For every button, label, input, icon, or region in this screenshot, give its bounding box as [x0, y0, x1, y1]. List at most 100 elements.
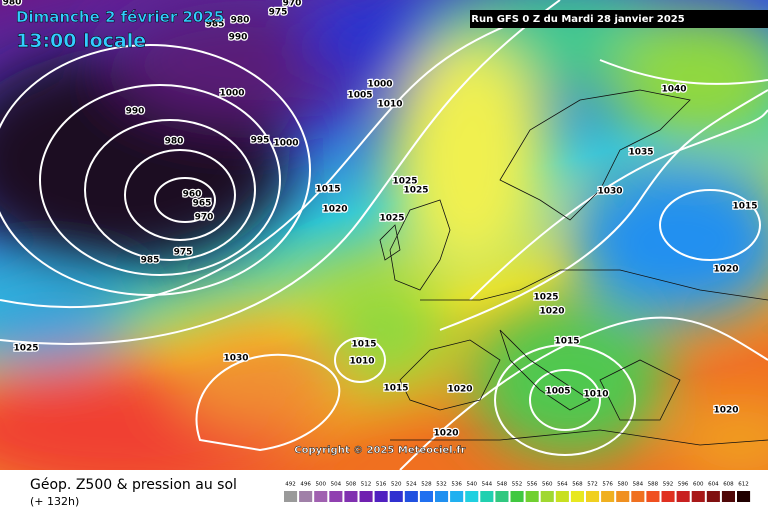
scale-label: 524 — [406, 482, 417, 488]
isobar-label: 1025 — [13, 344, 38, 354]
isobar-label: 960 — [183, 190, 202, 200]
isobar-label: 970 — [195, 213, 214, 223]
scale-label: 564 — [557, 482, 568, 488]
scale-swatch — [631, 491, 645, 502]
isobars — [0, 0, 768, 470]
scale-label: 556 — [527, 482, 538, 488]
scale-label: 608 — [723, 482, 734, 488]
scale-swatch — [329, 491, 343, 502]
scale-swatch — [465, 491, 479, 502]
scale-label: 504 — [331, 482, 342, 488]
copyright: Copyright © 2025 Meteociel.fr — [294, 445, 465, 456]
scale-label: 536 — [451, 482, 462, 488]
isobar-label: 990 — [229, 33, 248, 43]
isobar-label: 1025 — [403, 186, 428, 196]
scale-swatch — [691, 491, 705, 502]
scale-swatch — [737, 491, 751, 502]
isobar-label: 1010 — [349, 357, 374, 367]
scale-swatch — [661, 491, 675, 502]
scale-label: 552 — [512, 482, 523, 488]
scale-swatch — [419, 491, 433, 502]
scale-swatch — [721, 491, 735, 502]
scale-label: 544 — [482, 482, 493, 488]
isobar-label: 1020 — [322, 205, 347, 215]
scale-swatch — [314, 491, 328, 502]
isobar-label: 980 — [231, 16, 250, 26]
scale-swatch — [284, 491, 298, 502]
coastlines — [379, 89, 768, 446]
scale-swatch — [495, 491, 509, 502]
scale-swatch — [601, 491, 615, 502]
isobar-label: 1040 — [661, 85, 686, 95]
scale-swatch — [435, 491, 449, 502]
scale-swatch — [586, 491, 600, 502]
field — [0, 0, 768, 470]
isobar-label: 980 — [165, 137, 184, 147]
scale-label: 520 — [391, 482, 402, 488]
isobar-label: 1020 — [447, 385, 472, 395]
scale-swatch — [510, 491, 524, 502]
scale-label: 584 — [633, 482, 644, 488]
scale-label: 540 — [467, 482, 478, 488]
scale-label: 568 — [572, 482, 583, 488]
scale-label: 532 — [436, 482, 447, 488]
scale-label: 528 — [421, 482, 432, 488]
scale-swatch — [540, 491, 554, 502]
isobar-label: 1030 — [223, 354, 248, 364]
isobar-label: 1020 — [713, 265, 738, 275]
isobar-label: 1015 — [732, 202, 757, 212]
scale-swatch — [480, 491, 494, 502]
scale-label: 596 — [678, 482, 689, 488]
isobar-label: 1000 — [219, 89, 244, 99]
isobar-label: 985 — [206, 20, 225, 30]
run-info: Run GFS 0 Z du Mardi 28 janvier 2025 — [471, 14, 684, 25]
forecast-time: 13:00 locale — [16, 30, 146, 52]
isobar-label: 975 — [174, 248, 193, 258]
isobar-label: 970 — [283, 0, 302, 9]
forecast-date: Dimanche 2 février 2025 — [16, 8, 224, 26]
scale-label: 612 — [738, 482, 749, 488]
scale-swatch — [555, 491, 569, 502]
run-banner — [470, 10, 768, 28]
scale-label: 516 — [376, 482, 387, 488]
scale-label: 508 — [346, 482, 357, 488]
color-scale: 492 496 500 504 508 512 516 520 524 528 532 536 540 5… — [284, 482, 751, 502]
isobar-label: 1025 — [379, 214, 404, 224]
scale-swatch — [450, 491, 464, 502]
scale-swatch — [570, 491, 584, 502]
scale-label: 500 — [316, 482, 327, 488]
scale-swatch — [344, 491, 358, 502]
scale-swatch — [616, 491, 630, 502]
isobar-label: 1010 — [583, 390, 608, 400]
scale-swatch — [676, 491, 690, 502]
isobar-label: 1015 — [554, 337, 579, 347]
isobar-label: 980 — [3, 0, 22, 8]
isobar-label: 1015 — [383, 384, 408, 394]
scale-label: 576 — [602, 482, 613, 488]
scale-label: 604 — [708, 482, 719, 488]
scale-label: 492 — [285, 482, 296, 488]
isobar-label: 1020 — [713, 406, 738, 416]
scale-swatch — [525, 491, 539, 502]
scale-label: 592 — [663, 482, 674, 488]
scale-label: 580 — [618, 482, 629, 488]
scale-swatch — [359, 491, 373, 502]
isobar-label: 1005 — [347, 91, 372, 101]
scale-label: 588 — [648, 482, 659, 488]
isobar-label: 1015 — [351, 340, 376, 350]
isobar-label: 1015 — [315, 185, 340, 195]
footer-title: Géop. Z500 & pression au sol — [30, 477, 237, 493]
scale-swatch — [389, 491, 403, 502]
isobar-label: 1010 — [377, 100, 402, 110]
scale-label: 548 — [497, 482, 508, 488]
isobar-label: 995 — [251, 136, 270, 146]
scale-label: 512 — [361, 482, 372, 488]
scale-swatch — [404, 491, 418, 502]
isobar-label: 990 — [126, 107, 145, 117]
isobar-label: 1005 — [545, 387, 570, 397]
scale-label: 496 — [300, 482, 311, 488]
scale-label: 572 — [587, 482, 598, 488]
scale-swatch — [299, 491, 313, 502]
